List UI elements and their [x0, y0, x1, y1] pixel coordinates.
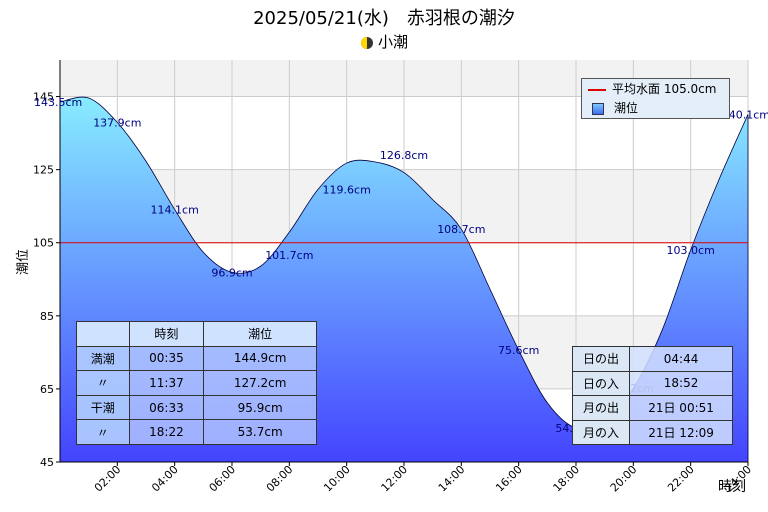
data-label: 108.7cm: [437, 223, 485, 236]
table-cell: 53.7cm: [203, 419, 317, 445]
table-row: 〃 18:22 53.7cm: [76, 419, 317, 445]
table-header: 時刻: [128, 321, 205, 347]
table-row: 月の入 21日 12:09: [571, 419, 733, 445]
table-header-row: 時刻 潮位: [76, 321, 317, 347]
table-row: 〃 11:37 127.2cm: [76, 370, 317, 396]
table-cell: 〃: [76, 370, 130, 396]
x-tick-label: 16:00: [493, 463, 525, 495]
table-cell: 18:22: [128, 419, 205, 445]
tide-swatch: [592, 102, 604, 115]
x-tick-label: 20:00: [608, 463, 640, 495]
x-tick-label: 04:00: [149, 463, 181, 495]
table-cell: 04:44: [629, 346, 733, 372]
y-tick-label: 105: [33, 237, 54, 250]
table-row: 日の出 04:44: [571, 346, 733, 372]
table-cell: 干潮: [76, 394, 130, 421]
table-cell: 00:35: [128, 345, 205, 372]
table-cell: 日の出: [571, 346, 631, 372]
table-cell: 月の出: [571, 395, 631, 421]
legend-mean-label: 平均水面 105.0cm: [612, 82, 717, 96]
table-cell: 95.9cm: [203, 394, 317, 421]
table-header: [76, 321, 130, 347]
table-cell: 127.2cm: [203, 370, 317, 396]
x-tick-label: 18:00: [551, 463, 583, 495]
table-cell: 日の入: [571, 370, 631, 396]
table-cell: 144.9cm: [203, 345, 317, 372]
y-tick-label: 125: [33, 164, 54, 177]
y-tick-label: 85: [40, 310, 54, 323]
x-tick-label: 12:00: [379, 463, 411, 495]
mean-line-swatch: [588, 88, 606, 91]
x-axis-label: 時刻: [718, 479, 746, 495]
sun-moon-table: 日の出 04:44 日の入 18:52 月の出 21日 00:51 月の入 21…: [571, 346, 733, 445]
x-tick-label: 14:00: [436, 463, 468, 495]
legend-tide-label: 潮位: [614, 101, 639, 115]
table-cell: 11:37: [128, 370, 205, 396]
x-tick-label: 02:00: [92, 463, 124, 495]
table-cell: 月の入: [571, 419, 631, 445]
x-tick-label: 06:00: [207, 463, 239, 495]
data-label: 75.6cm: [498, 344, 539, 357]
table-cell: 満潮: [76, 345, 130, 372]
chart-legend: 平均水面 105.0cm 潮位: [581, 78, 730, 119]
data-label: 114.1cm: [151, 203, 199, 216]
table-cell: 21日 00:51: [629, 395, 733, 421]
x-tick-label: 10:00: [321, 463, 353, 495]
tide-type-label: 小潮: [377, 33, 408, 51]
table-cell: 〃: [76, 419, 130, 445]
data-label: 137.9cm: [93, 116, 141, 129]
table-row: 干潮 06:33 95.9cm: [76, 394, 317, 421]
tide-extremes-table: 時刻 潮位 満潮 00:35 144.9cm 〃 11:37 127.2cm 干…: [76, 321, 317, 445]
table-header: 潮位: [203, 321, 317, 347]
data-label: 119.6cm: [323, 183, 371, 196]
y-axis-label: 潮位: [16, 249, 31, 275]
y-tick-label: 45: [40, 456, 54, 469]
data-label: 96.9cm: [211, 266, 252, 279]
y-tick-label: 145: [33, 91, 54, 104]
x-tick-label: 22:00: [665, 463, 697, 495]
data-label: 140.1cm: [722, 108, 768, 121]
tide-type: 小潮: [0, 31, 768, 52]
page-title: 2025/05/21(水) 赤羽根の潮汐: [253, 8, 515, 29]
data-label: 143.5cm: [34, 96, 82, 109]
table-cell: 21日 12:09: [629, 419, 733, 445]
table-row: 月の出 21日 00:51: [571, 395, 733, 421]
table-cell: 06:33: [128, 394, 205, 421]
half-moon-icon: [360, 37, 373, 49]
table-cell: 18:52: [629, 370, 733, 396]
table-row: 満潮 00:35 144.9cm: [76, 345, 317, 372]
x-tick-label: 08:00: [264, 463, 296, 495]
data-label: 101.7cm: [265, 249, 313, 262]
table-row: 日の入 18:52: [571, 370, 733, 396]
data-label: 126.8cm: [380, 149, 428, 162]
y-tick-label: 65: [40, 383, 54, 396]
data-label: 103.0cm: [667, 244, 715, 257]
